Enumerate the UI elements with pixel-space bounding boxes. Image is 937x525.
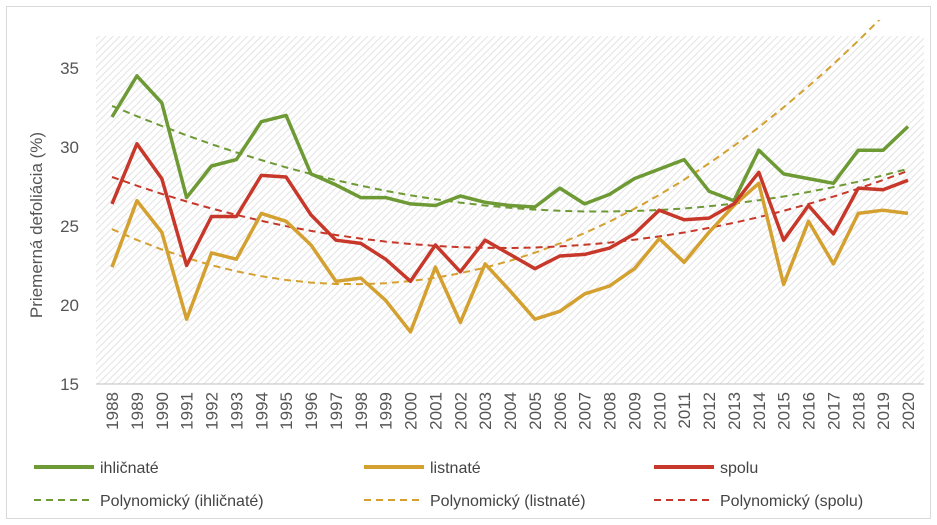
legend-label-2: spolu: [720, 460, 758, 477]
x-tick-label: 2020: [899, 392, 918, 430]
trend-line-4: [111, 20, 881, 286]
x-tick-label: 2003: [476, 392, 495, 430]
x-tick-label: 2010: [650, 392, 669, 430]
legend-label-0: ihličnaté: [100, 460, 159, 477]
y-tick-label: 20: [60, 296, 79, 315]
x-tick-label: 1988: [103, 392, 122, 430]
series-line-0: [110, 74, 910, 209]
x-tick-label: 2017: [824, 392, 843, 430]
x-tick-label: 1993: [227, 392, 246, 430]
x-tick-label: 1999: [377, 392, 396, 430]
x-tick-label: 2009: [625, 392, 644, 430]
x-tick-label: 1991: [178, 392, 197, 430]
x-tick-label: 1992: [203, 392, 222, 430]
x-tick-label: 2016: [800, 392, 819, 430]
legend: ihličnaté listnaté spolu Polynomický (ihlič…: [34, 460, 863, 510]
x-tick-label: 1998: [352, 392, 371, 430]
series-line-2: [110, 142, 909, 284]
x-tick-label: 2018: [849, 392, 868, 430]
trend-line-3: [111, 104, 909, 213]
x-tick-label: 1995: [277, 392, 296, 430]
x-tick-label: 2014: [750, 392, 769, 430]
x-tick-label: 2002: [451, 392, 470, 430]
y-axis-title: Priemerná defoliácia (%): [27, 132, 46, 318]
x-tick-label: 1994: [252, 392, 271, 430]
x-tick-label: 1997: [327, 392, 346, 430]
y-tick-label: 35: [60, 59, 79, 78]
x-tick-label: 2008: [601, 392, 620, 430]
x-tick-labels: 1988 1989 1990 1991 1992 1993 1994 1995 1996 1997…: [103, 392, 918, 430]
series-line-1: [110, 181, 909, 334]
x-tick-label: 1990: [153, 392, 172, 430]
x-tick-label: 2012: [700, 392, 719, 430]
y-tick-label: 30: [60, 138, 79, 157]
x-tick-label: 2001: [426, 392, 445, 430]
x-tick-label: 1996: [302, 392, 321, 430]
legend-label-1: listnaté: [430, 460, 481, 477]
x-tick-label: 2006: [551, 392, 570, 430]
legend-label-5: Polynomický (spolu): [720, 493, 863, 510]
y-tick-label: 25: [60, 217, 79, 236]
x-tick-label: 2004: [501, 392, 520, 430]
x-tick-label: 2000: [402, 392, 421, 430]
legend-label-3: Polynomický (ihličnaté): [100, 493, 264, 510]
data-lines: [110, 74, 910, 334]
legend-label-4: Polynomický (listnaté): [430, 493, 586, 510]
y-tick-labels: 15 20 25 30 35: [60, 59, 79, 394]
x-tick-label: 2005: [526, 392, 545, 430]
x-tick-label: 2015: [775, 392, 794, 430]
x-tick-label: 2019: [874, 392, 893, 430]
x-tick-label: 2013: [725, 392, 744, 430]
x-tick-label: 1989: [128, 392, 147, 430]
x-tick-label: 2011: [675, 392, 694, 429]
y-tick-label: 15: [60, 375, 79, 394]
x-tick-label: 2007: [576, 392, 595, 430]
